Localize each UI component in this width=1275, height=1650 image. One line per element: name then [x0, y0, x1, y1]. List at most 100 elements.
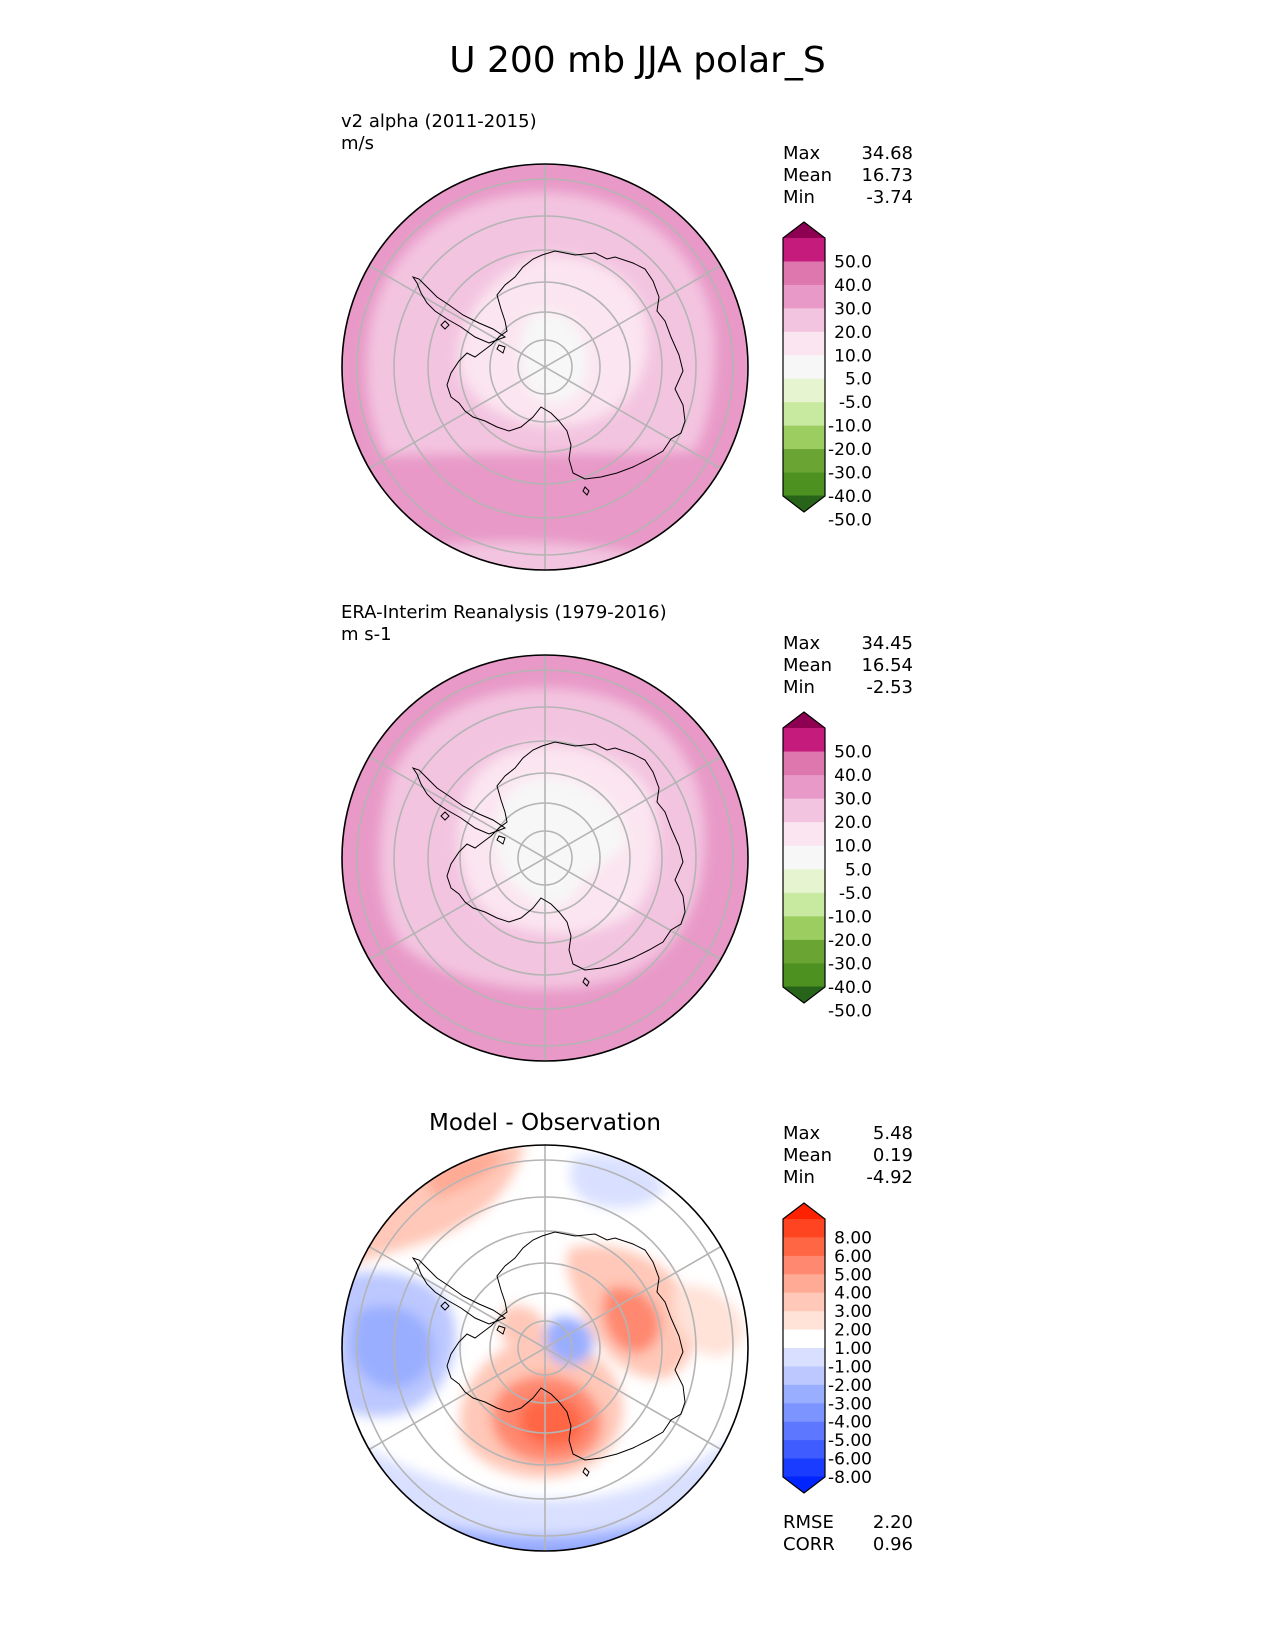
rmse-label: RMSE [783, 1512, 834, 1533]
colorbar-segment [783, 355, 825, 380]
stat-max-label: Max [783, 633, 821, 654]
panel-test-stats: Max 34.68 Mean 16.73 Min -3.74 [783, 143, 913, 209]
stat-max-label: Max [783, 1123, 821, 1144]
colorbar-segment [783, 284, 825, 309]
stat-max: 34.68 [861, 143, 913, 164]
colorbar-segment [783, 1329, 825, 1349]
colorbar-tick-label: -4.00 [828, 1413, 872, 1433]
colorbar-test: 50.0 40.0 30.0 20.0 10.0 5.0 -5.0 -10.0 -20.0 -30… [782, 221, 872, 530]
colorbar-segment [783, 1237, 825, 1257]
colorbar-tick-label: -10.0 [828, 417, 872, 437]
map-difference [341, 1144, 749, 1552]
colorbar-segment [783, 939, 825, 965]
colorbar-tick-label: 1.00 [834, 1339, 872, 1359]
colorbar-segment [783, 1311, 825, 1331]
colorbar-tick-label: -6.00 [828, 1450, 872, 1470]
corr-value: 0.96 [872, 1534, 913, 1555]
colorbar-tick-label: 40.0 [834, 766, 872, 786]
colorbar-segment [783, 238, 825, 263]
colorbar-tick-label: 8.00 [834, 1228, 872, 1248]
stat-min: -4.92 [866, 1167, 913, 1188]
panel-reference-title: ERA-Interim Reanalysis (1979-2016) [341, 602, 667, 623]
colorbar-segment [783, 378, 825, 403]
colorbar-segment [783, 728, 825, 753]
figure-title: U 200 mb JJA polar_S [449, 40, 826, 81]
colorbar-tick-label: -5.0 [839, 393, 872, 413]
colorbar-segment [783, 1348, 825, 1368]
colorbar-tick-label: 20.0 [834, 323, 872, 343]
colorbar-tick-label: -30.0 [828, 954, 872, 974]
colorbar-tick-label: -20.0 [828, 931, 872, 951]
colorbar-outline [782, 1202, 826, 1494]
colorbar-segment [783, 963, 825, 988]
stat-max-label: Max [783, 143, 821, 164]
stat-min: -3.74 [866, 187, 913, 208]
colorbar-tick-label: -50.0 [828, 510, 872, 530]
colorbar-tick-label: -3.00 [828, 1394, 872, 1414]
colorbar-segment [783, 261, 825, 286]
colorbar-tick-label: 10.0 [834, 346, 872, 366]
colorbar-tick-label: 40.0 [834, 276, 872, 296]
colorbar-segment [783, 1274, 825, 1294]
colorbar-extension-min [783, 1476, 825, 1493]
stat-min-label: Min [783, 677, 815, 698]
colorbar-outline [782, 711, 826, 1004]
stat-min-label: Min [783, 187, 815, 208]
colorbar-tick-label: -40.0 [828, 978, 872, 998]
panel-test-title: v2 alpha (2011-2015) [341, 111, 537, 132]
panel-test-units: m/s [341, 133, 374, 154]
colorbar-tick-label: 5.00 [834, 1265, 872, 1285]
colorbar-tick-label: 2.00 [834, 1321, 872, 1341]
colorbar-tick-label: -50.0 [828, 1002, 872, 1022]
colorbar-tick-label: 30.0 [834, 790, 872, 810]
colorbar-segment [783, 1421, 825, 1441]
panel-difference-title: Model - Observation [428, 1110, 662, 1136]
map-test [341, 163, 749, 571]
colorbar-tick-label: 50.0 [834, 743, 872, 763]
colorbar-tick-label: -30.0 [828, 464, 872, 484]
colorbar-tick-label: 5.0 [845, 370, 872, 390]
colorbar-segment [783, 892, 825, 917]
colorbar-segment [783, 775, 825, 800]
stat-max: 34.45 [861, 633, 913, 654]
colorbar-tick-label: -5.0 [839, 884, 872, 904]
colorbar-tick-label: -10.0 [828, 907, 872, 927]
panel-reference-stats: Max 34.45 Mean 16.54 Min -2.53 [783, 633, 913, 699]
colorbar-segment [783, 751, 825, 776]
colorbar-segment [783, 798, 825, 823]
colorbar-extension-min [783, 986, 825, 1003]
corr-label: CORR [783, 1534, 835, 1555]
stat-mean-label: Mean [783, 655, 833, 676]
colorbar-segment [783, 449, 825, 474]
stat-mean: 0.19 [872, 1145, 913, 1166]
colorbar-extension-max [783, 712, 825, 729]
colorbar-tick-label: -20.0 [828, 440, 872, 460]
colorbar-segment [783, 1384, 825, 1404]
colorbar-reference: 50.0 40.0 30.0 20.0 10.0 5.0 -5.0 -10.0 -20.0 -30… [782, 711, 872, 1022]
colorbar-segment [783, 402, 825, 427]
colorbar-tick-label: -40.0 [828, 487, 872, 507]
colorbar-tick-label: -5.00 [828, 1431, 872, 1451]
colorbar-segment [783, 472, 825, 497]
colorbar-segment [783, 1292, 825, 1312]
colorbar-segment [783, 1255, 825, 1275]
colorbar-segment [783, 1403, 825, 1423]
stat-min-label: Min [783, 1167, 815, 1188]
stat-mean-label: Mean [783, 1145, 833, 1166]
colorbar-tick-label: 30.0 [834, 299, 872, 319]
colorbar-tick-label: 3.00 [834, 1302, 872, 1322]
colorbar-tick-label: 6.00 [834, 1247, 872, 1267]
stat-min: -2.53 [866, 677, 913, 698]
colorbar-segment [783, 1440, 825, 1460]
colorbar-tick-label: 20.0 [834, 813, 872, 833]
rmse-value: 2.20 [872, 1512, 913, 1533]
colorbar-extension-max [783, 1203, 825, 1220]
colorbar-difference: 8.006.005.004.003.002.001.00-1.00-2.00-3… [782, 1202, 872, 1494]
colorbar-segment [783, 331, 825, 356]
colorbar-tick-label: -1.00 [828, 1357, 872, 1377]
colorbar-segment [783, 916, 825, 941]
colorbar-tick-label: 5.0 [845, 860, 872, 880]
stat-mean-label: Mean [783, 165, 833, 186]
colorbar-tick-label: 4.00 [834, 1284, 872, 1304]
colorbar-segment [783, 845, 825, 870]
